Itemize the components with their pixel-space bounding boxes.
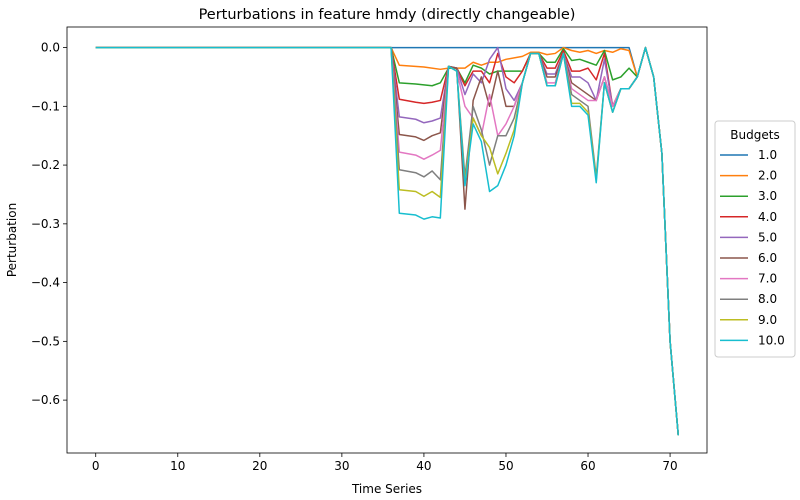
y-tick-label: −0.4 — [31, 276, 60, 290]
x-tick-label: 70 — [662, 459, 677, 473]
legend-label: 6.0 — [758, 251, 777, 265]
y-axis: 0.0 −0.1 −0.2 −0.3 −0.4 −0.5 −0.6 — [31, 41, 67, 407]
x-tick-label: 40 — [416, 459, 431, 473]
plot-frame — [66, 26, 708, 454]
legend-items: 1.0 2.0 3.0 4.0 5.0 6.0 7.0 8.0 9.0 10.0 — [720, 148, 785, 347]
legend-title: Budgets — [730, 128, 779, 142]
y-axis-label: Perturbation — [5, 203, 19, 277]
legend-label: 7.0 — [758, 272, 777, 286]
y-tick-label: 0.0 — [41, 41, 60, 55]
x-tick-label: 50 — [498, 459, 513, 473]
x-tick-label: 0 — [92, 459, 100, 473]
x-axis-label: Time Series — [351, 482, 422, 496]
y-tick-label: −0.5 — [31, 334, 60, 348]
legend-box — [714, 120, 796, 358]
legend-label: 8.0 — [758, 292, 777, 306]
x-tick-label: 30 — [334, 459, 349, 473]
legend-label: 2.0 — [758, 169, 777, 183]
legend-label: 4.0 — [758, 210, 777, 224]
x-axis: 0 10 20 30 40 50 60 70 — [92, 453, 678, 473]
y-tick-label: −0.2 — [31, 158, 60, 172]
legend-label: 1.0 — [758, 148, 777, 162]
x-tick-label: 60 — [580, 459, 595, 473]
legend-label: 3.0 — [758, 189, 777, 203]
series-line-10.0 — [95, 46, 680, 436]
legend-label: 5.0 — [758, 230, 777, 244]
series-layer — [95, 46, 680, 436]
series-line-3.0 — [95, 46, 680, 436]
x-tick-label: 20 — [252, 459, 267, 473]
x-tick-label: 10 — [170, 459, 185, 473]
y-tick-label: −0.1 — [31, 99, 60, 113]
y-tick-label: −0.3 — [31, 217, 60, 231]
chart-title: Perturbations in feature hmdy (directly … — [199, 7, 576, 23]
legend-label: 9.0 — [758, 313, 777, 327]
y-tick-label: −0.6 — [31, 393, 60, 407]
legend-label: 10.0 — [758, 333, 785, 347]
legend: Budgets 1.0 2.0 3.0 4.0 5.0 6.0 7.0 8.0 9.0 10.0 — [714, 120, 796, 358]
